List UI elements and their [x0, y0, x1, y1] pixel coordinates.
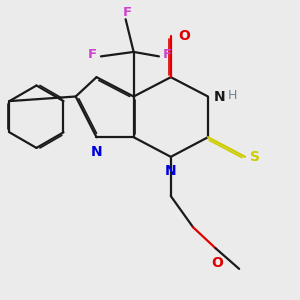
Text: S: S [250, 150, 260, 164]
Text: N: N [165, 164, 177, 178]
Text: N: N [213, 89, 225, 103]
Text: F: F [123, 6, 132, 19]
Text: F: F [88, 48, 97, 62]
Text: O: O [211, 256, 223, 270]
Text: N: N [91, 145, 102, 159]
Text: F: F [163, 48, 172, 62]
Text: H: H [228, 88, 238, 101]
Text: O: O [178, 29, 190, 44]
